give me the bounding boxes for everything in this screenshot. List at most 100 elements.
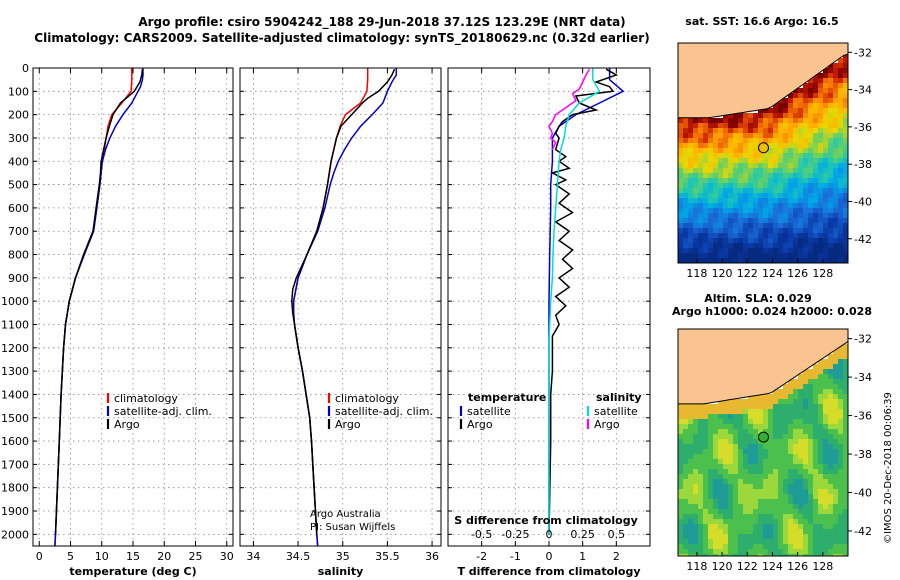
- map-cell: [718, 238, 724, 244]
- map-cell: [783, 128, 789, 134]
- map-cell: [678, 168, 684, 174]
- map-cell: [688, 434, 694, 440]
- map-cell: [723, 198, 729, 204]
- map-cell: [783, 424, 789, 430]
- map-cell: [678, 439, 684, 445]
- map-cell: [758, 549, 764, 555]
- map-cell: [823, 479, 829, 485]
- map-cell: [723, 434, 729, 440]
- map-cell: [703, 414, 709, 420]
- map-cell: [788, 163, 794, 169]
- map-cell: [783, 529, 789, 535]
- map-cell: [693, 414, 699, 420]
- map-cell: [723, 554, 729, 556]
- map-cell: [768, 479, 774, 485]
- map-cell: [688, 238, 694, 244]
- map-cell: [793, 148, 799, 154]
- map-cell: [843, 484, 848, 490]
- map-cell: [698, 178, 704, 184]
- map-cell: [688, 228, 694, 234]
- map-cell: [748, 429, 754, 435]
- map-cell: [843, 459, 848, 465]
- map-cell: [833, 163, 839, 169]
- map-cell: [678, 504, 684, 510]
- map-cell: [808, 514, 814, 520]
- map-cell: [823, 364, 829, 370]
- map-cell: [843, 554, 848, 556]
- x-tick-label: 2: [613, 550, 620, 563]
- map-cell: [828, 183, 834, 189]
- map-cell: [718, 414, 724, 420]
- y-tick-label: 1900: [1, 505, 29, 518]
- map-cell: [693, 128, 699, 134]
- map-cell: [703, 434, 709, 440]
- map-cell: [708, 534, 714, 540]
- map-cell: [843, 464, 848, 470]
- map-cell: [763, 183, 769, 189]
- map-cell: [763, 163, 769, 169]
- map-cell: [688, 133, 694, 139]
- map-cell: [753, 158, 759, 164]
- map-cell: [813, 369, 819, 375]
- map-cell: [688, 243, 694, 249]
- map-cell: [723, 549, 729, 555]
- map-cell: [723, 489, 729, 495]
- map-cell: [798, 374, 804, 380]
- map-cell: [748, 193, 754, 199]
- map-cell: [783, 258, 789, 263]
- map-cell: [758, 113, 764, 119]
- map-cell: [748, 248, 754, 254]
- map-cell: [703, 474, 709, 480]
- map-cell: [788, 133, 794, 139]
- map-cell: [833, 464, 839, 470]
- map-cell: [758, 479, 764, 485]
- map-cell: [813, 188, 819, 194]
- map-cell: [693, 464, 699, 470]
- y-tick-label: 1200: [1, 342, 29, 355]
- annotation-pi: PI: Susan Wijffels: [310, 522, 395, 533]
- map-cell: [808, 539, 814, 545]
- map-cell: [678, 138, 684, 144]
- map-cell: [693, 454, 699, 460]
- map-cell: [813, 258, 819, 263]
- map-cell: [763, 469, 769, 475]
- map-cell: [783, 429, 789, 435]
- map-cell: [738, 198, 744, 204]
- map-cell: [838, 208, 844, 214]
- map-cell: [758, 208, 764, 214]
- map-cell: [698, 128, 704, 134]
- map-cell: [683, 158, 689, 164]
- map-cell: [823, 83, 829, 89]
- map-cell: [738, 544, 744, 550]
- map-cell: [773, 409, 779, 415]
- map-cell: [743, 163, 749, 169]
- map-cell: [718, 133, 724, 139]
- map-cell: [783, 178, 789, 184]
- map-cell: [808, 499, 814, 505]
- map-cell: [833, 258, 839, 263]
- map-cell: [733, 419, 739, 425]
- map-cell: [838, 544, 844, 550]
- map-cell: [753, 464, 759, 470]
- map-cell: [813, 454, 819, 460]
- map-cell: [823, 133, 829, 139]
- map-cell: [753, 243, 759, 249]
- map-cell: [838, 68, 844, 74]
- map-cell: [738, 469, 744, 475]
- map-cell: [793, 494, 799, 500]
- map-cell: [788, 384, 794, 390]
- map-cell: [708, 434, 714, 440]
- map-cell: [713, 514, 719, 520]
- map-cell: [768, 113, 774, 119]
- map-cell: [783, 133, 789, 139]
- map-cell: [828, 379, 834, 385]
- map-cell: [788, 218, 794, 224]
- map-cell: [783, 474, 789, 480]
- map-cell: [773, 118, 779, 124]
- map-cell: [703, 123, 709, 129]
- map-cell: [838, 148, 844, 154]
- map-cell: [738, 113, 744, 119]
- map-cell: [713, 549, 719, 555]
- map-cell: [723, 168, 729, 174]
- map-cell: [798, 128, 804, 134]
